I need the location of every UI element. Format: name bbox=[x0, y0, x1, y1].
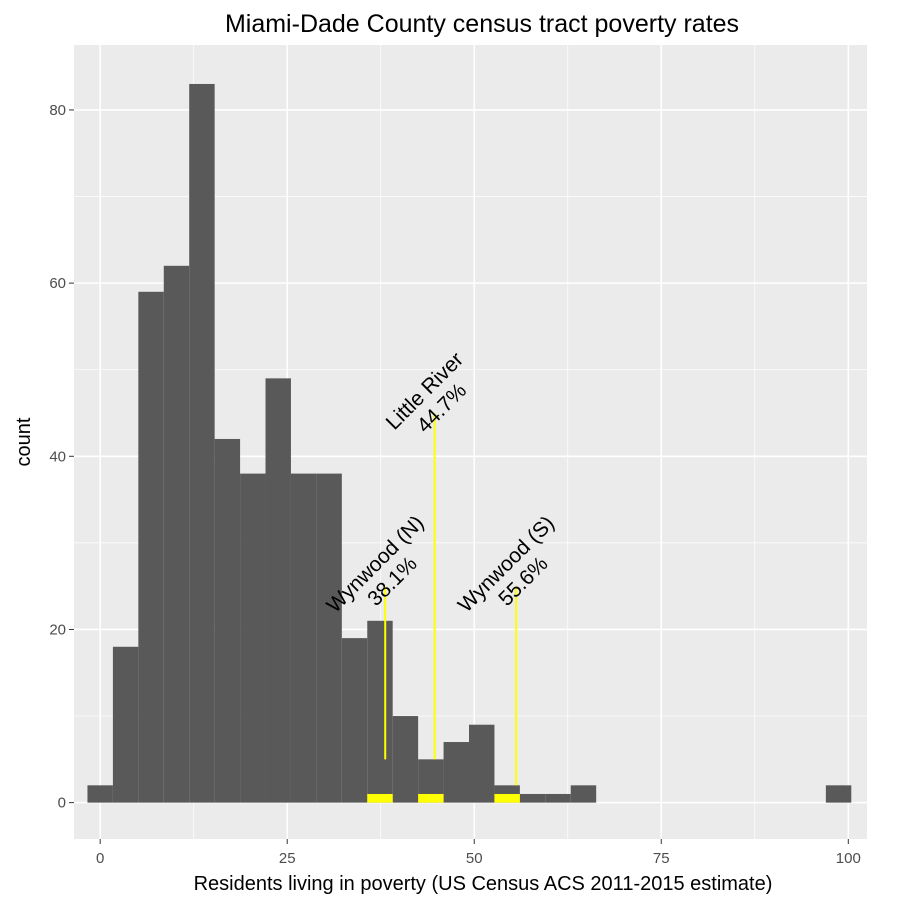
histogram-bar bbox=[367, 620, 393, 803]
histogram-bar bbox=[341, 638, 368, 803]
x-tick-label: 25 bbox=[279, 850, 296, 867]
histogram-bar bbox=[316, 473, 342, 803]
x-tick-label: 75 bbox=[653, 850, 670, 867]
histogram-bar bbox=[240, 473, 266, 803]
y-tick-label: 80 bbox=[49, 102, 66, 119]
histogram-bar bbox=[570, 785, 597, 803]
highlight-bar bbox=[418, 793, 444, 803]
histogram-bar bbox=[519, 793, 546, 803]
histogram-bar bbox=[214, 438, 241, 803]
highlight-bar bbox=[494, 793, 520, 803]
y-tick-label: 60 bbox=[49, 275, 66, 292]
x-tick-label: 0 bbox=[96, 850, 104, 867]
y-tick-label: 20 bbox=[49, 621, 66, 638]
chart-title: Miami-Dade County census tract poverty r… bbox=[225, 10, 739, 38]
histogram-bar bbox=[189, 83, 215, 803]
histogram-bar bbox=[825, 785, 852, 803]
highlight-bars bbox=[367, 793, 520, 803]
histogram-bar bbox=[265, 378, 291, 803]
histogram-bar bbox=[138, 291, 164, 803]
y-tick-label: 0 bbox=[58, 795, 66, 812]
histogram-bars bbox=[87, 83, 852, 803]
marker-lines bbox=[384, 412, 518, 786]
x-tick-label: 100 bbox=[836, 850, 861, 867]
x-axis-ticks: 0 25 50 75 100 bbox=[96, 839, 861, 867]
histogram-bar bbox=[545, 793, 571, 803]
histogram-bar bbox=[112, 646, 139, 803]
histogram-bar bbox=[87, 785, 113, 803]
histogram-bar bbox=[443, 742, 470, 803]
x-axis-title: Residents living in poverty (US Census A… bbox=[194, 873, 773, 895]
histogram-bar bbox=[392, 716, 419, 803]
highlight-bar bbox=[367, 793, 393, 803]
histogram-bar bbox=[163, 265, 190, 803]
y-tick-label: 40 bbox=[49, 448, 66, 465]
histogram-bar bbox=[290, 473, 317, 803]
y-axis-title: count bbox=[13, 417, 35, 466]
x-tick-label: 50 bbox=[466, 850, 483, 867]
histogram-bar bbox=[469, 724, 495, 803]
y-axis-ticks: 0 20 40 60 80 bbox=[49, 102, 74, 812]
